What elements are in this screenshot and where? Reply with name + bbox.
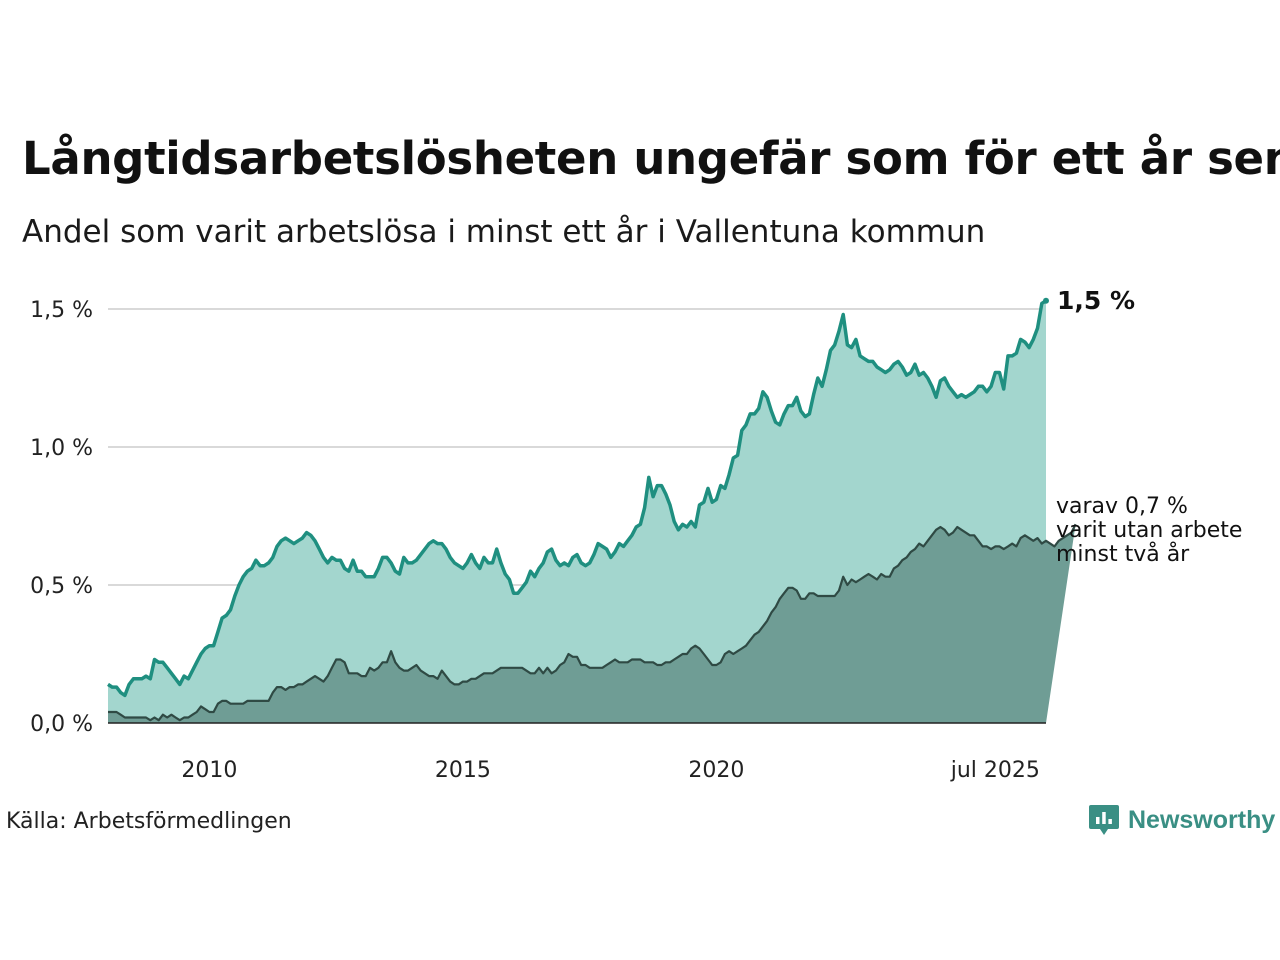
last-value-label: 1,5 % [1057,286,1135,315]
y-tick-label: 0,0 % [30,712,93,737]
y-tick-label: 1,5 % [30,298,93,323]
annotation-line: varit utan arbete [1056,518,1242,543]
chart-subtitle: Andel som varit arbetslösa i minst ett å… [22,214,986,250]
y-tick-label: 1,0 % [30,436,93,461]
series-total-line [107,299,1047,698]
x-tick-label: 2010 [181,758,237,783]
x-tick-label: jul 2025 [950,758,1040,783]
annotation-line: minst två år [1056,541,1190,567]
brand-name: Newsworthy [1128,805,1276,834]
x-tick-label: 2015 [435,758,491,783]
series-long-line [108,523,1077,722]
brand-logo: Newsworthy [1088,803,1275,837]
series-total-end-dot [1043,297,1049,304]
source-note: Källa: Arbetsförmedlingen [6,809,292,834]
y-tick-label: 0,5 % [30,574,93,599]
chart-title: Långtidsarbetslösheten ungefär som för e… [22,132,1280,185]
newsworthy-logo-icon [1089,805,1119,835]
annotation-line: varav 0,7 % [1056,494,1188,519]
x-tick-label: 2020 [688,758,744,783]
